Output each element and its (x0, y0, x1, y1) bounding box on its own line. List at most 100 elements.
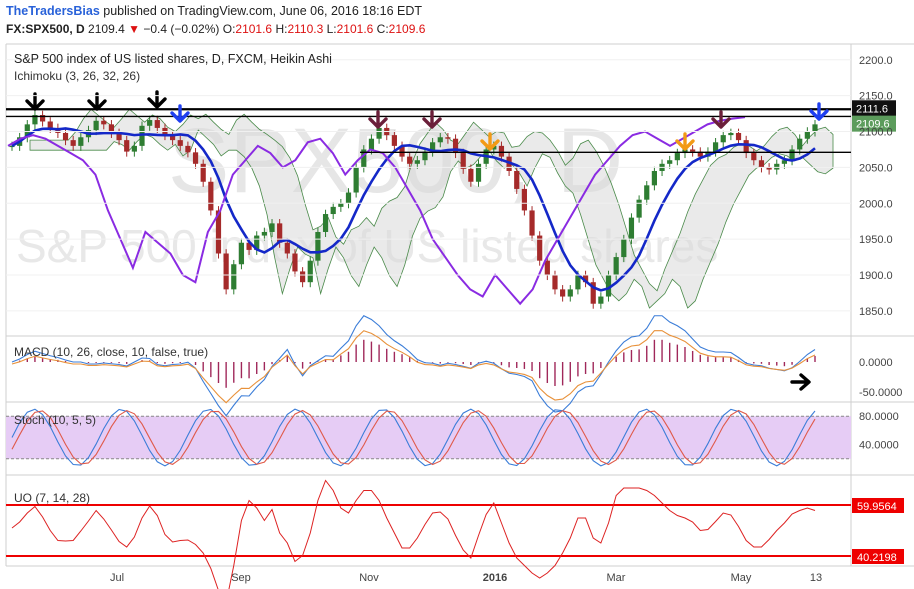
maroon-down-arrow-icon (711, 110, 731, 129)
candle-body (743, 140, 749, 154)
uo-upper-label: 59.9564 (857, 501, 897, 513)
candle-body (277, 223, 283, 243)
candle-body (644, 185, 650, 200)
candle-body (32, 115, 38, 125)
candle-body (93, 120, 99, 131)
candle-body (751, 153, 757, 161)
black-down-arrow-icon (147, 90, 167, 109)
maroon-down-arrow-icon (368, 110, 388, 129)
candle-body (407, 156, 413, 164)
chart-header: TheTradersBias published on TradingView.… (0, 0, 914, 40)
candle-body (215, 210, 222, 254)
candle-body (475, 163, 482, 182)
ichimoku-base-line (11, 127, 816, 292)
candle-body (521, 188, 527, 211)
current-price-tag (852, 115, 896, 132)
candle-body (728, 132, 734, 136)
candle-body (797, 138, 803, 150)
candle-body (108, 124, 115, 133)
orange-down-arrow-icon (675, 132, 695, 151)
candle-body (78, 137, 84, 146)
candle-body (131, 145, 137, 152)
candle-body (758, 160, 765, 168)
candle-body (292, 253, 298, 272)
candle-body (774, 163, 780, 170)
candle-body (300, 271, 306, 283)
black-down-arrow-icon (87, 92, 107, 111)
candle-body (70, 140, 76, 146)
candle-body (399, 145, 405, 157)
ohlc-line: FX:SPX500, D 2109.4 ▼ −0.4 (−0.02%) O:21… (6, 22, 425, 36)
change-value: −0.4 (−0.02%) (143, 22, 220, 36)
candle-body (789, 149, 795, 161)
maroon-down-arrow-icon (422, 110, 442, 129)
uo-lower-label: 40.2198 (857, 552, 897, 564)
black-right-arrow-icon (790, 373, 811, 391)
candle-body (9, 145, 15, 148)
uo-line (11, 479, 816, 589)
stoch-tick-label: 40.0000 (859, 440, 899, 452)
candle-body (422, 151, 428, 161)
y-tick-label: 1850.0 (859, 306, 893, 318)
candle-body (47, 121, 53, 128)
candle-body (315, 231, 321, 261)
publisher-link[interactable]: TheTradersBias (6, 4, 100, 18)
candle-body (452, 138, 459, 154)
main-pane-title: S&P 500 index of US listed shares, D, FX… (14, 52, 332, 66)
chart-canvas[interactable]: SPX500, DS&P 500 index of US listed shar… (0, 40, 914, 589)
candle-body (667, 160, 673, 164)
current-price-label: 2109.6 (856, 119, 890, 131)
candle-body (414, 160, 420, 164)
candle-body (628, 217, 635, 240)
candle-body (269, 223, 275, 232)
x-tick-label: May (731, 572, 752, 584)
stoch-tick-label: 80.0000 (859, 411, 899, 423)
candle-body (101, 120, 107, 125)
candle-body (261, 231, 267, 236)
candle-body (177, 140, 183, 146)
chart-area[interactable]: SPX500, DS&P 500 index of US listed shar… (0, 40, 914, 589)
candle-body (200, 163, 206, 182)
candle-body (238, 242, 245, 265)
candle-body (139, 125, 145, 146)
candle-body (170, 135, 176, 141)
uo-upper-tag (852, 498, 904, 513)
candle-body (575, 275, 581, 290)
candle-body (468, 168, 474, 182)
stoch-k-line (11, 408, 816, 467)
candle-body (682, 149, 688, 154)
symbol-label: FX:SPX500, D (6, 22, 85, 36)
candle-body (781, 160, 788, 164)
y-tick-label: 1900.0 (859, 270, 893, 282)
stoch-label: Stoch (10, 5, 5) (14, 413, 97, 427)
candle-body (124, 140, 130, 152)
last-price-tag (852, 100, 896, 117)
candle-body (567, 289, 573, 297)
candle-body (582, 275, 589, 283)
candle-body (322, 214, 329, 232)
down-arrow-icon: ▼ (128, 22, 140, 36)
x-tick-label: Mar (607, 572, 626, 584)
candle-body (338, 203, 344, 207)
candle-body (552, 275, 558, 290)
candle-body (590, 282, 596, 304)
candle-body (544, 260, 550, 276)
candle-body (154, 120, 160, 128)
candle-body (613, 257, 619, 276)
candle-body (636, 199, 642, 218)
x-tick-label: 2016 (483, 572, 507, 584)
candle-body (223, 253, 229, 290)
candle-body (598, 296, 604, 304)
low-value: 2101.6 (336, 22, 374, 36)
candle-body (674, 153, 680, 161)
macd-label: MACD (10, 26, close, 10, false, true) (14, 345, 209, 359)
candle-body (621, 239, 627, 258)
published-text: published on TradingView.com, June 06, 2… (103, 4, 423, 18)
candle-body (185, 145, 191, 153)
candle-body (605, 275, 612, 297)
candle-body (376, 127, 382, 139)
stoch-d-line (11, 409, 816, 466)
y-tick-label: 2000.0 (859, 198, 893, 210)
orange-down-arrow-icon (480, 132, 500, 151)
close-label: C: (376, 22, 389, 36)
